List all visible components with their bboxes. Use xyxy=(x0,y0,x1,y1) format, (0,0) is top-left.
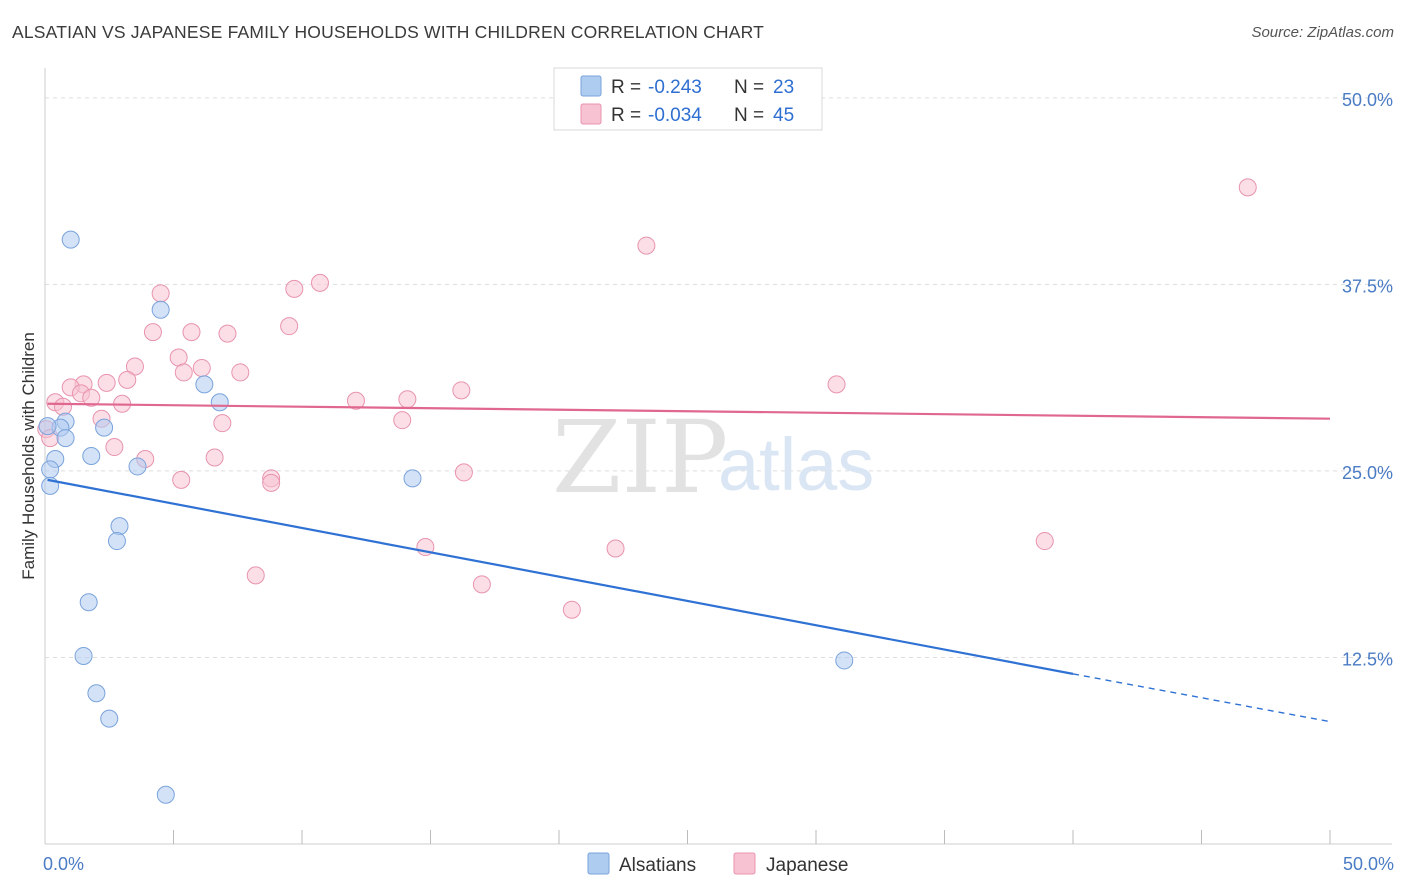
watermark-zip: ZIP xyxy=(552,399,728,516)
point-japanese xyxy=(192,358,211,377)
point-alsatians xyxy=(79,593,98,612)
point-alsatians xyxy=(87,684,106,703)
point-alsatians xyxy=(38,417,57,436)
source-label: Source: ZipAtlas.com xyxy=(1251,24,1394,41)
legend-r-label-1: R = xyxy=(611,77,641,98)
axes xyxy=(44,68,1392,845)
point-japanese xyxy=(182,323,201,342)
point-alsatians xyxy=(403,469,422,488)
point-alsatians xyxy=(151,300,170,319)
trend-line-alsatians xyxy=(47,478,1074,675)
point-japanese xyxy=(452,381,471,400)
trend-line-extension-alsatians xyxy=(1072,673,1331,723)
point-japanese xyxy=(172,470,191,489)
trend-lines xyxy=(47,402,1331,723)
point-alsatians xyxy=(195,375,214,394)
bottom-legend-swatch-japanese xyxy=(733,852,756,875)
point-alsatians xyxy=(100,709,119,728)
point-japanese xyxy=(398,390,417,409)
point-alsatians xyxy=(110,517,129,536)
point-japanese xyxy=(143,323,162,342)
point-alsatians xyxy=(61,230,80,249)
point-japanese xyxy=(174,363,193,382)
point-japanese xyxy=(205,448,224,467)
watermark: ZIP atlas xyxy=(552,399,874,516)
legend: R = -0.243 N = 23 R = -0.034 N = 45 xyxy=(553,67,823,131)
y-tick-label: 37.5% xyxy=(1342,276,1393,296)
point-japanese xyxy=(246,566,265,585)
legend-r-value-2: -0.034 xyxy=(648,105,702,126)
legend-r-label-2: R = xyxy=(611,105,641,126)
legend-n-value-2: 45 xyxy=(773,105,794,126)
point-japanese xyxy=(346,391,365,410)
point-japanese xyxy=(82,388,101,407)
point-japanese xyxy=(151,284,170,303)
point-japanese xyxy=(637,236,656,255)
y-axis-label: Family Households with Children xyxy=(19,332,38,580)
bottom-legend: Alsatians Japanese xyxy=(587,852,848,876)
point-japanese xyxy=(1035,532,1054,551)
data-points xyxy=(37,178,1257,804)
watermark-atlas: atlas xyxy=(718,423,874,506)
point-japanese xyxy=(105,438,124,457)
trend-line-japanese xyxy=(47,402,1331,420)
x-tick-labels: 0.0% 50.0% xyxy=(43,854,1394,874)
point-alsatians xyxy=(210,393,229,412)
point-japanese xyxy=(169,348,188,367)
legend-swatch-alsatians xyxy=(580,75,602,97)
point-alsatians xyxy=(156,785,175,804)
x-tick-label: 0.0% xyxy=(43,854,84,874)
point-japanese xyxy=(97,373,116,392)
chart-title: ALSATIAN VS JAPANESE FAMILY HOUSEHOLDS W… xyxy=(12,22,765,42)
point-alsatians xyxy=(82,447,101,465)
legend-n-label-1: N = xyxy=(734,77,764,98)
point-alsatians xyxy=(107,532,126,551)
point-alsatians xyxy=(128,457,147,476)
point-japanese xyxy=(285,279,304,298)
point-alsatians xyxy=(835,651,854,670)
point-japanese xyxy=(827,375,846,394)
point-japanese xyxy=(218,324,237,343)
x-tick-label: 50.0% xyxy=(1343,854,1394,874)
point-japanese xyxy=(231,363,250,382)
point-japanese xyxy=(118,370,137,389)
point-japanese xyxy=(454,463,473,482)
point-japanese xyxy=(280,317,299,336)
point-alsatians xyxy=(56,429,75,448)
bottom-legend-label-japanese: Japanese xyxy=(766,855,848,876)
bottom-legend-label-alsatians: Alsatians xyxy=(619,855,696,876)
legend-n-value-1: 23 xyxy=(773,77,794,98)
point-japanese xyxy=(213,414,232,433)
point-japanese xyxy=(53,397,72,416)
point-alsatians xyxy=(74,646,93,665)
point-alsatians xyxy=(41,460,60,479)
y-tick-label: 12.5% xyxy=(1342,649,1393,669)
point-japanese xyxy=(125,357,144,376)
point-japanese xyxy=(310,273,329,292)
legend-swatch-japanese xyxy=(580,103,602,125)
point-japanese xyxy=(1238,178,1257,197)
y-tick-labels: 12.5% 25.0% 37.5% 50.0% xyxy=(1342,90,1393,670)
point-japanese xyxy=(562,600,581,619)
point-alsatians xyxy=(95,418,114,437)
point-japanese xyxy=(472,575,491,594)
legend-r-value-1: -0.243 xyxy=(648,77,702,98)
legend-n-label-2: N = xyxy=(734,105,764,126)
y-tick-label: 25.0% xyxy=(1342,463,1393,483)
x-ticks xyxy=(173,830,1331,844)
point-japanese xyxy=(393,411,412,430)
point-japanese xyxy=(262,473,281,492)
bottom-legend-swatch-alsatians xyxy=(587,852,610,875)
y-tick-label: 50.0% xyxy=(1342,90,1393,110)
point-japanese xyxy=(606,539,625,558)
